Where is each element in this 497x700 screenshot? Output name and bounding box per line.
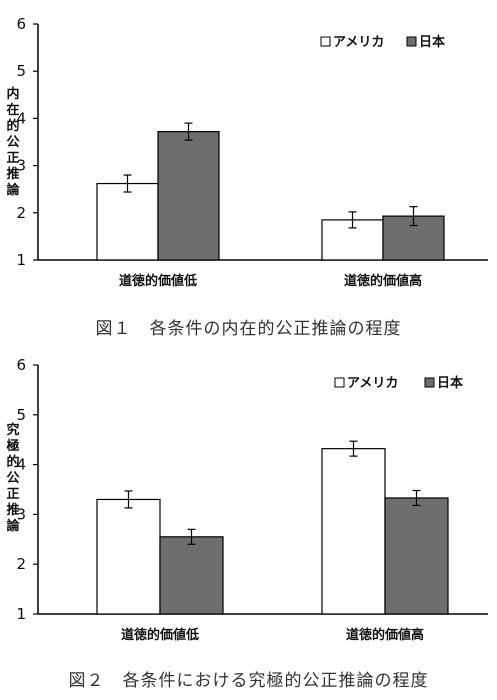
bar-japan: [157, 131, 220, 261]
legend-swatch: [320, 36, 331, 47]
figure-2: 1 2 3 4 5 6 究極的公正推論道徳的価値低 道徳的価値高 アメリカ 日本 図２ 各条件にお…: [0, 350, 497, 700]
y-tick-label: 1: [16, 605, 26, 623]
figure-1-caption: 図１ 各条件の内在的公正推論の程度: [95, 319, 402, 339]
y-tick-label: 4: [16, 109, 26, 127]
legend-swatch: [424, 377, 435, 388]
category-label: 道徳的価値低: [121, 627, 199, 643]
y-axis-label: 内在的公正推論: [6, 86, 20, 198]
legend-swatch: [406, 36, 417, 47]
y-tick-label: 6: [16, 356, 26, 374]
y-tick-label: 2: [16, 555, 26, 573]
y-tick-label: 5: [16, 62, 26, 80]
y-tick-label: 3: [16, 157, 26, 175]
legend-label: 日本: [419, 34, 445, 50]
y-tick-label: 2: [16, 204, 26, 222]
bar-japan: [384, 497, 449, 615]
figure-2-caption: 図２ 各条件における究極的公正推論の程度: [68, 671, 429, 691]
y-axis-label: 究極的公正推論: [5, 422, 20, 534]
bar-america: [96, 498, 161, 615]
category-label: 道徳的価値低: [119, 273, 197, 289]
category-label: 道徳的価値高: [346, 627, 424, 643]
y-tick-label: 4: [16, 456, 26, 474]
y-tick-label: 5: [16, 406, 26, 424]
bar-japan: [159, 536, 224, 615]
category-label: 道徳的価値高: [344, 273, 422, 289]
legend-label: 日本: [437, 375, 463, 391]
bar-america: [321, 448, 386, 615]
y-tick-label: 3: [16, 505, 26, 523]
y-tick-label: 6: [16, 15, 26, 33]
legend-swatch: [334, 377, 345, 388]
y-tick-label: 1: [16, 251, 26, 269]
figure-1: 1 2 3 4 5 6 内在的公正推論道徳的価値低 道徳的価値高 アメリカ 日本 図１ 各条件の内…: [6, 15, 488, 339]
legend-label: アメリカ: [333, 35, 384, 50]
bar-america: [96, 182, 159, 261]
legend-label: アメリカ: [347, 376, 398, 391]
